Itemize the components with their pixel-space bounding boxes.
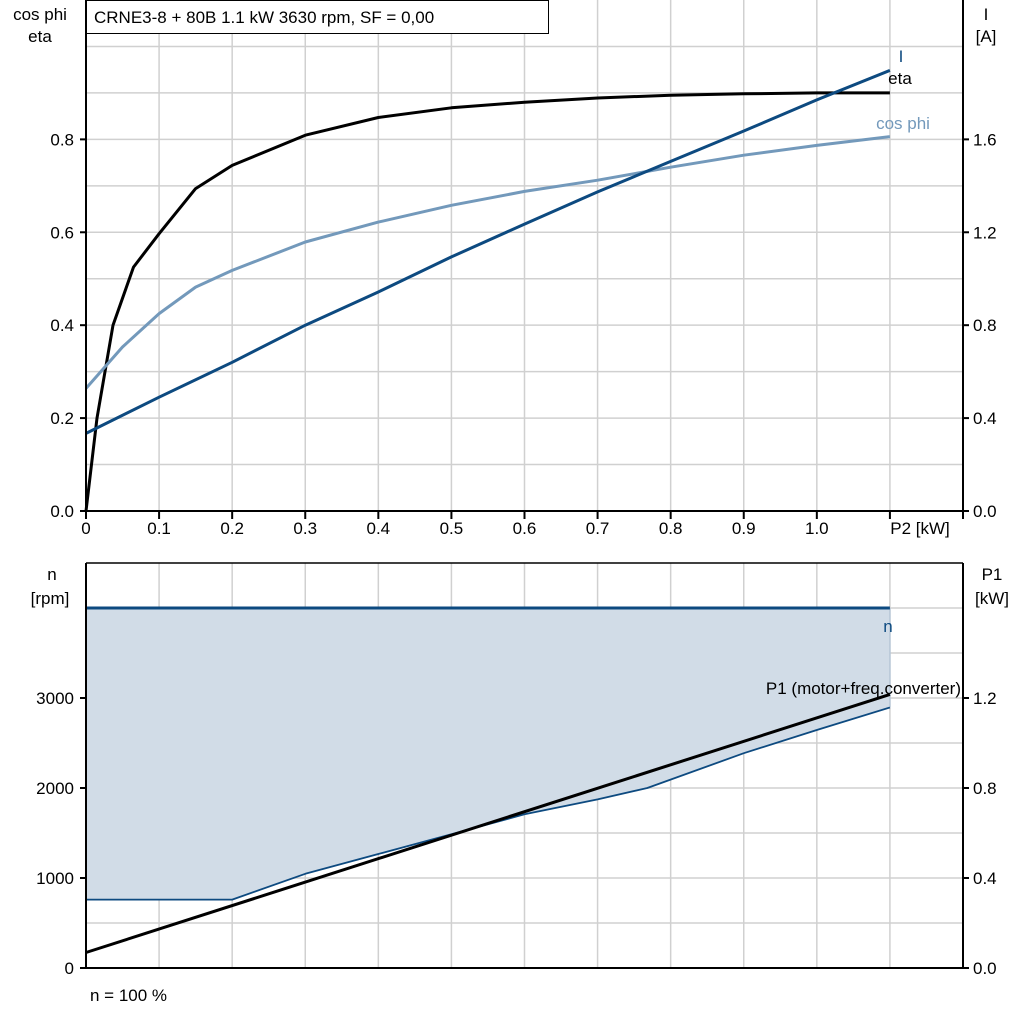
right-tick-label: 1.6 — [973, 130, 997, 149]
min-speed-line — [86, 706, 891, 901]
bottom-left-axis-label-2: [rpm] — [31, 589, 70, 608]
right-tick-label: 1.2 — [973, 223, 997, 242]
bottom-series — [85, 606, 891, 954]
x-tick-label: 0.2 — [220, 519, 244, 538]
n-series-label: n — [883, 617, 892, 636]
right-tick-label: 0.0 — [973, 959, 997, 978]
left-tick-label: 0.0 — [50, 502, 74, 521]
top-left-axis-label-2: eta — [28, 27, 52, 46]
left-tick-label: 1000 — [36, 869, 74, 888]
left-tick-label: 0.4 — [50, 316, 74, 335]
speed-range-area — [85, 607, 891, 901]
left-tick-label: 0.6 — [50, 223, 74, 242]
left-tick-label: 0.2 — [50, 409, 74, 428]
x-tick-label: 0.1 — [147, 519, 171, 538]
right-tick-label: 1.2 — [973, 689, 997, 708]
x-tick-label: 0.8 — [659, 519, 683, 538]
i-line — [85, 69, 891, 435]
x-tick-label: 0.7 — [586, 519, 610, 538]
bottom-right-axis-label-2: [kW] — [975, 589, 1009, 608]
current-series-label: I — [899, 47, 904, 66]
title-box — [86, 0, 549, 34]
right-tick-label: 0.8 — [973, 316, 997, 335]
right-tick-label: 0.8 — [973, 779, 997, 798]
x-tick-label: 0.9 — [732, 519, 756, 538]
p1-series-label: P1 (motor+freq.converter) — [766, 679, 961, 698]
right-tick-label: 0.4 — [973, 869, 997, 888]
left-tick-label: 0 — [65, 959, 74, 978]
top-right-axis-label-1: I — [984, 5, 989, 24]
speed-footnote: n = 100 % — [90, 986, 167, 1005]
cos-phi-series-label: cos phi — [876, 114, 930, 133]
eta-series-label: eta — [888, 69, 912, 88]
x-tick-label: 0.6 — [513, 519, 537, 538]
cos-phi-line — [84, 135, 891, 390]
chart-title: CRNE3-8 + 80B 1.1 kW 3630 rpm, SF = 0,00 — [94, 8, 434, 27]
top-right-axis-label-2: [A] — [976, 27, 997, 46]
top-grid — [86, 0, 963, 511]
p1-motor-freq-converter-line — [85, 692, 891, 954]
x-tick-label: 0 — [81, 519, 90, 538]
top-series — [84, 69, 891, 512]
x-tick-label: 0.3 — [293, 519, 317, 538]
x-axis-label: P2 [kW] — [890, 519, 950, 538]
left-tick-label: 3000 — [36, 689, 74, 708]
bottom-left-axis-label-1: n — [47, 565, 56, 584]
left-tick-label: 0.8 — [50, 130, 74, 149]
axes — [80, 0, 969, 969]
x-tick-label: 0.5 — [440, 519, 464, 538]
tick-labels: 0.0 0.2 0.4 0.6 0.8 0.0 0.4 0.8 1.2 1.6 0 0.1 0.2 0.3… — [36, 130, 996, 978]
x-tick-label: 1.0 — [805, 519, 829, 538]
bottom-right-axis-label-1: P1 — [982, 565, 1003, 584]
speed-range-fill — [85, 607, 891, 901]
right-tick-label: 0.4 — [973, 409, 997, 428]
x-tick-label: 0.4 — [367, 519, 391, 538]
right-tick-label: 0.0 — [973, 502, 997, 521]
eta-line — [84, 91, 890, 512]
top-left-axis-label-1: cos phi — [13, 5, 67, 24]
left-tick-label: 2000 — [36, 779, 74, 798]
